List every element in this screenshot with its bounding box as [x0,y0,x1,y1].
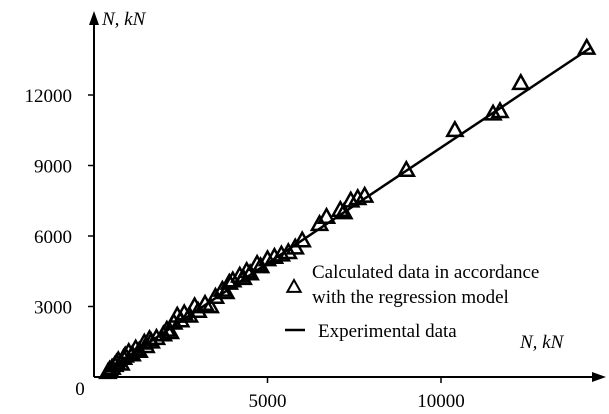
calculated-data-point [230,265,250,283]
y-tick-label: 6000 [34,227,72,248]
legend-calculated-label-line2: with the regression model [312,287,509,308]
calculated-data-point [146,327,167,346]
legend: Calculated data in accordance with the re… [285,262,539,342]
experimental-series [107,46,591,371]
calculated-data-point [257,248,278,267]
calculated-data-point [511,72,531,91]
calculated-data-point [445,119,465,138]
calculated-data-point [490,100,510,119]
x-tick-label: 10000 [417,391,465,409]
experimental-regression-line [107,46,591,371]
x-tick-label: 5000 [249,391,287,409]
calculated-data-point [396,159,417,178]
ticks: 3000 6000 9000 12000 0 5000 10000 [25,86,465,412]
calculated-data-point [223,270,243,288]
y-axis-arrow [89,11,99,25]
y-tick-label: 12000 [25,86,73,107]
calculated-data-point [271,244,292,262]
x-axis-arrow [592,372,606,382]
x-axis-label: N, kN [519,332,565,353]
y-tick-label: 3000 [34,298,72,319]
calculated-data-point [577,37,597,55]
calculated-data-point [129,340,149,358]
calculated-data-point [330,199,351,217]
calculated-data-point [179,305,200,323]
y-axis-label: N, kN [101,9,147,30]
calculated-data-point [278,241,299,260]
calculated-data-point [118,341,139,360]
calculated-data-point [160,321,181,340]
calculated-data-point [216,281,236,300]
y-tick-label: 9000 [34,157,72,178]
calculated-data-point [292,230,312,248]
calculated-series [98,37,597,380]
calculated-data-point [354,185,375,203]
calculated-data-point [316,206,337,225]
calculated-data-point [264,246,285,264]
calculated-data-point [483,103,503,121]
legend-calculated-label-line1: Calculated data in accordance [312,262,539,283]
legend-experimental-label: Experimental data [318,321,457,342]
calculated-data-point [341,190,361,208]
calculated-data-point [334,201,354,220]
calculated-data-point [200,295,220,314]
calculated-data-point [347,187,368,206]
legend-triangle-marker [285,277,303,293]
axes: N, kN N, kN [89,9,606,382]
x-tick-label: 0 [75,379,85,400]
